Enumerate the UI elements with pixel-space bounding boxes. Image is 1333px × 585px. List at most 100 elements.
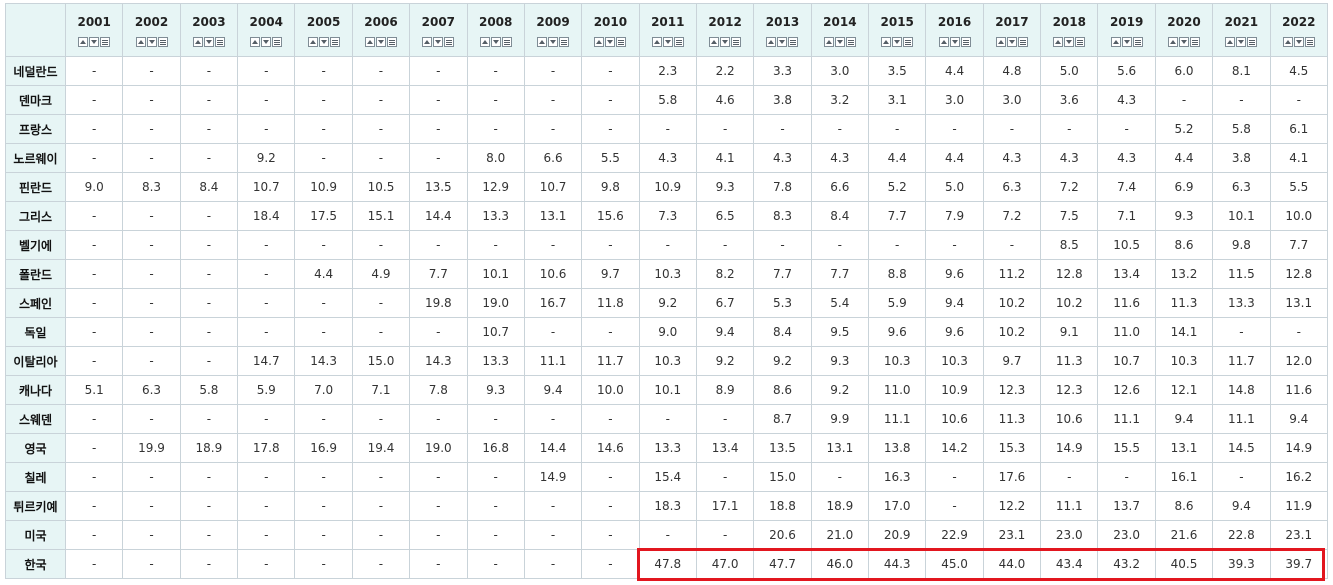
value-cell: 16.9 [294,433,353,463]
filter-menu-icon[interactable] [673,37,684,47]
sort-down-icon[interactable] [1293,37,1304,47]
filter-menu-icon[interactable] [329,37,340,47]
value-cell: 8.1 [1212,56,1271,86]
value-cell: 12.6 [1097,375,1156,405]
value-cell: - [237,85,296,115]
sort-up-icon[interactable] [307,37,318,47]
sort-up-icon[interactable] [1282,37,1293,47]
sort-down-icon[interactable] [490,37,501,47]
sort-down-icon[interactable] [1006,37,1017,47]
sort-down-icon[interactable] [548,37,559,47]
sort-up-icon[interactable] [1110,37,1121,47]
filter-menu-icon[interactable] [386,37,397,47]
sort-down-icon[interactable] [1064,37,1075,47]
value-cell: 44.0 [982,549,1042,579]
sort-up-icon[interactable] [651,37,662,47]
sort-down-icon[interactable] [892,37,903,47]
sort-down-icon[interactable] [605,37,616,47]
sort-up-icon[interactable] [1225,37,1236,47]
filter-menu-icon[interactable] [559,37,570,47]
value-cell: 7.7 [868,201,927,231]
sort-down-icon[interactable] [662,37,673,47]
sort-up-icon[interactable] [364,37,375,47]
filter-menu-icon[interactable] [1017,37,1028,47]
value-cell: 6.6 [523,143,583,173]
sort-up-icon[interactable] [479,37,490,47]
sort-up-icon[interactable] [995,37,1006,47]
value-cell: - [64,259,124,289]
sort-down-icon[interactable] [1179,37,1189,47]
value-cell: 2.2 [695,56,755,86]
sort-up-icon[interactable] [537,37,548,47]
sort-down-icon[interactable] [261,37,272,47]
filter-menu-icon[interactable] [731,37,742,47]
filter-menu-icon[interactable] [960,37,971,47]
sort-controls [78,37,111,47]
filter-menu-icon[interactable] [1190,37,1200,47]
value-cell: 11.1 [1097,404,1156,434]
value-cell: - [64,317,124,347]
sort-up-icon[interactable] [192,37,203,47]
filter-menu-icon[interactable] [1132,37,1143,47]
year-label: 2015 [880,15,914,29]
filter-menu-icon[interactable] [157,37,168,47]
value-cell: 12.2 [982,491,1042,521]
value-cell: 9.2 [695,346,755,376]
sort-up-icon[interactable] [1168,37,1178,47]
filter-menu-icon[interactable] [903,37,914,47]
sort-down-icon[interactable] [1236,37,1247,47]
sort-up-icon[interactable] [250,37,261,47]
table-row: 스웨덴 - - - - - - - - - - - -8.7 9.9 11.1 10.6 11.3 10.6 11.… [5,404,1329,434]
value-cell: - [179,346,239,376]
filter-menu-icon[interactable] [1304,37,1315,47]
sort-up-icon[interactable] [823,37,834,47]
filter-menu-icon[interactable] [501,37,512,47]
country-cell: 칠레 [5,462,66,492]
sort-down-icon[interactable] [203,37,214,47]
sort-up-icon[interactable] [938,37,949,47]
value-cell: - [122,404,181,434]
value-cell: - [237,462,296,492]
filter-menu-icon[interactable] [1247,37,1258,47]
value-cell: 11.1 [1040,491,1099,521]
filter-menu-icon[interactable] [100,37,111,47]
value-cell: 5.5 [581,143,640,173]
year-header-2013: 2013 [753,3,812,57]
filter-menu-icon[interactable] [845,37,856,47]
sort-up-icon[interactable] [135,37,146,47]
value-cell: 19.8 [409,288,468,318]
sort-up-icon[interactable] [766,37,777,47]
value-cell: 7.7 [409,259,468,289]
sort-up-icon[interactable] [594,37,605,47]
year-label: 2007 [421,15,456,29]
sort-down-icon[interactable] [834,37,845,47]
sort-down-icon[interactable] [375,37,386,47]
filter-menu-icon[interactable] [444,37,455,47]
sort-up-icon[interactable] [78,37,89,47]
sort-down-icon[interactable] [89,37,100,47]
sort-up-icon[interactable] [881,37,892,47]
filter-menu-icon[interactable] [214,37,225,47]
sort-up-icon[interactable] [709,37,720,47]
year-header-2021: 2021 [1212,3,1271,57]
sort-up-icon[interactable] [1053,37,1064,47]
sort-down-icon[interactable] [146,37,157,47]
value-cell: 10.1 [638,375,697,405]
filter-menu-icon[interactable] [616,37,627,47]
filter-menu-icon[interactable] [272,37,283,47]
sort-up-icon[interactable] [422,37,433,47]
year-label: 2003 [192,15,226,29]
sort-down-icon[interactable] [318,37,329,47]
sort-down-icon[interactable] [1121,37,1132,47]
filter-menu-icon[interactable] [788,37,799,47]
sort-down-icon[interactable] [433,37,444,47]
filter-menu-icon[interactable] [1075,37,1086,47]
value-cell: - [409,143,468,173]
sort-controls [1282,37,1315,47]
value-cell: - [237,230,296,260]
sort-down-icon[interactable] [949,37,960,47]
sort-down-icon[interactable] [720,37,731,47]
table-row: 핀란드 9.0 8.3 8.4 10.7 10.9 10.5 13.5 12.9 10.7 9.8 1… [5,172,1329,202]
value-cell: 15.1 [351,201,411,231]
sort-down-icon[interactable] [777,37,788,47]
